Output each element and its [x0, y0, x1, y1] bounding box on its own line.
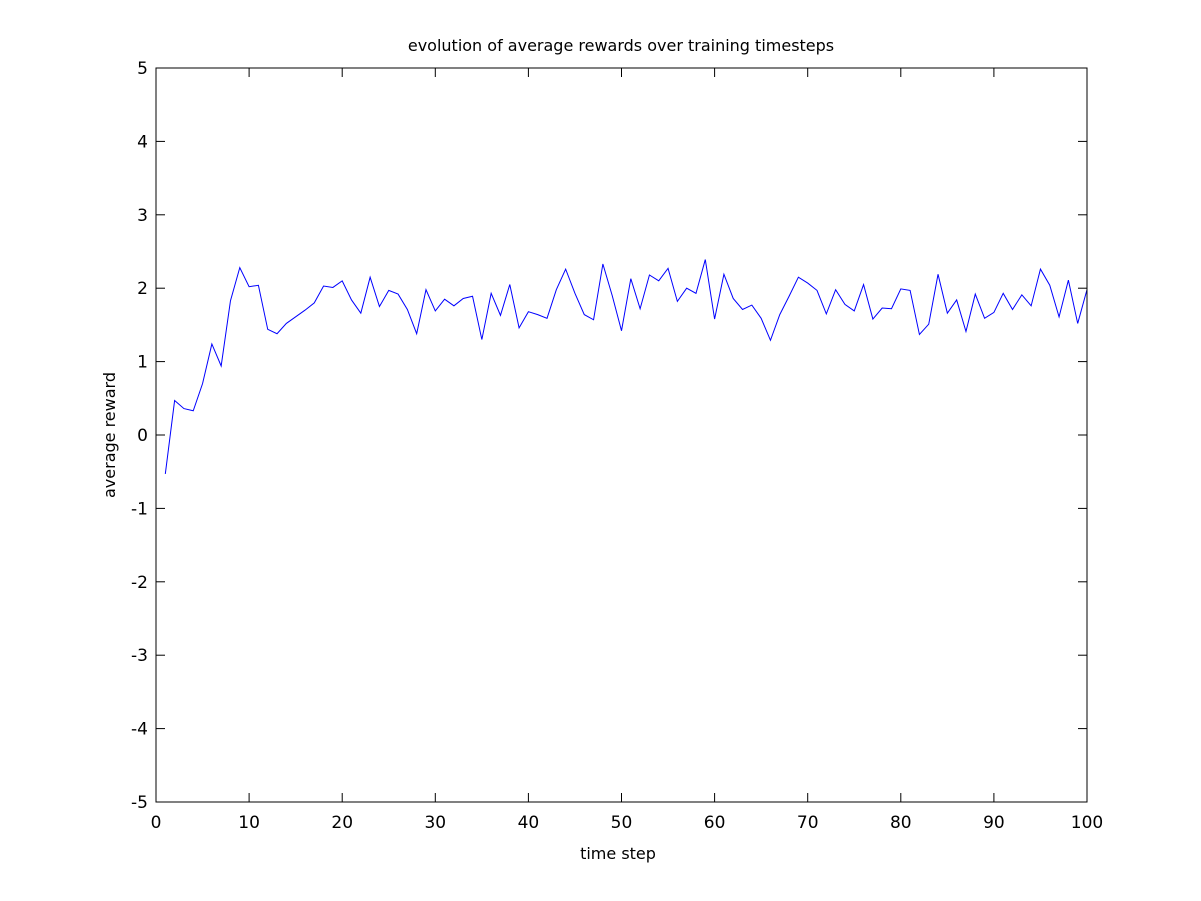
y-tick-label: 1	[137, 353, 148, 373]
x-tick-label: 0	[151, 813, 162, 833]
y-tick-label: -1	[131, 499, 148, 519]
y-tick-label: -4	[131, 720, 148, 740]
y-tick-label: 4	[137, 132, 148, 152]
x-tick-label: 80	[890, 813, 912, 833]
x-tick-label: 90	[983, 813, 1005, 833]
x-tick-label: 20	[331, 813, 353, 833]
series-layer	[164, 259, 1088, 474]
plot-frame	[155, 67, 1088, 803]
y-tick-label: 2	[137, 279, 148, 299]
y-tick-label: 5	[137, 59, 148, 79]
series-line	[164, 259, 1088, 474]
y-tick-label: 3	[137, 206, 148, 226]
chart-title: evolution of average rewards over traini…	[408, 36, 834, 55]
x-tick-label: 60	[704, 813, 726, 833]
x-tick-label: 70	[797, 813, 819, 833]
plot-area	[156, 68, 1087, 802]
x-tick-label: 10	[238, 813, 260, 833]
y-tick-label: 0	[137, 426, 148, 446]
x-axis-title: time step	[580, 844, 656, 863]
y-tick-label: -2	[131, 573, 148, 593]
labels-layer: evolution of average rewards over traini…	[100, 36, 1103, 863]
y-tick-label: -5	[131, 793, 148, 813]
y-axis-title: average reward	[100, 372, 119, 498]
y-tick-label: -3	[131, 646, 148, 666]
x-tick-label: 40	[518, 813, 540, 833]
x-tick-label: 50	[611, 813, 633, 833]
x-tick-label: 100	[1071, 813, 1103, 833]
x-tick-label: 30	[424, 813, 446, 833]
